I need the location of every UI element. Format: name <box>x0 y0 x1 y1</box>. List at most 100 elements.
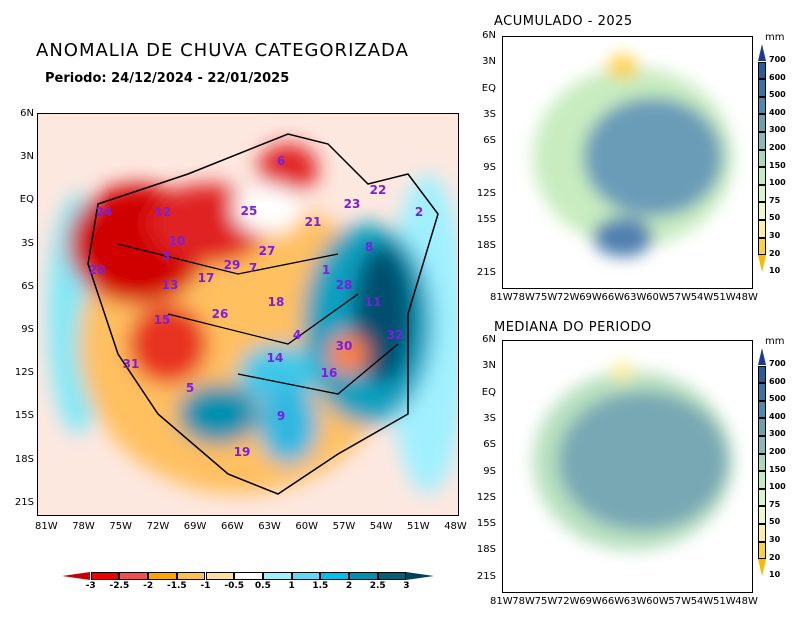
mm-colorbar-swatch <box>758 488 766 507</box>
mm-colorbar-swatch <box>758 202 766 220</box>
basin-label: 10 <box>168 234 186 248</box>
colorbar-tick: -1 <box>200 581 211 591</box>
colorbar-tick: -0.5 <box>224 581 245 591</box>
basin-label: 12 <box>154 205 172 219</box>
mm-colorbar-swatch <box>758 167 766 185</box>
lat-tick: 15S <box>14 410 34 422</box>
anomaly-field <box>38 114 458 515</box>
lat-tick: EQ <box>19 194 34 206</box>
basin-label: 11 <box>364 295 382 309</box>
acumulado-field <box>533 55 733 257</box>
basin-label: 2 <box>414 205 424 219</box>
basin-label: 25 <box>240 204 258 218</box>
mm-colorbar-swatch <box>758 383 766 401</box>
basin-label: 18 <box>267 295 285 309</box>
mm-colorbar-swatch <box>758 400 766 419</box>
lon-tick: 60W <box>646 292 669 303</box>
lat-tick: 6S <box>483 439 496 451</box>
lon-tick: 75W <box>534 292 558 303</box>
lat-tick: 12S <box>14 367 34 379</box>
basin-label: 30 <box>335 339 353 353</box>
mm-colorbar-swatch <box>758 220 766 238</box>
unit-label: mm <box>765 336 785 347</box>
colorbar-tick: -2 <box>143 581 154 591</box>
colorbar-tick: -2.5 <box>109 581 130 591</box>
mm-colorbar-swatch <box>758 237 766 256</box>
mm-tick: 75 <box>769 195 781 205</box>
lat-tick: 9S <box>483 161 496 173</box>
lon-tick: 57W <box>332 521 356 532</box>
lon-tick: 48W <box>735 596 758 607</box>
colorbar-swatch <box>119 572 149 580</box>
unit-label: mm <box>765 32 785 43</box>
lon-tick: 57W <box>668 596 692 607</box>
lon-tick: 54W <box>690 292 714 303</box>
mm-tick: 200 <box>769 143 786 152</box>
basin-label: 13 <box>161 278 179 292</box>
mediana-field <box>533 361 733 551</box>
lon-tick: 48W <box>735 292 758 303</box>
basin-label: 6 <box>276 154 286 168</box>
mm-tick: 20 <box>769 248 781 258</box>
lat-tick: 21S <box>476 266 496 278</box>
lon-tick: 75W <box>109 521 133 532</box>
lon-tick: 81W <box>490 596 513 607</box>
lat-tick: 6S <box>483 135 496 147</box>
lon-tick: 63W <box>623 596 647 607</box>
colorbar-swatch <box>205 572 235 580</box>
lat-tick: 3S <box>21 237 34 249</box>
lon-tick: 66W <box>221 521 244 532</box>
colorbar-swatch <box>320 572 349 580</box>
colorbar-swatch <box>90 572 120 580</box>
basin-label: 22 <box>369 183 387 197</box>
basin-label: 19 <box>233 445 251 459</box>
basin-label: 4 <box>292 328 302 342</box>
basin-label: 32 <box>386 328 404 342</box>
lon-tick: 51W <box>713 292 736 303</box>
lon-tick: 81W <box>35 521 58 532</box>
mm-colorbar-swatch <box>758 541 766 560</box>
lon-tick: 66W <box>601 292 625 303</box>
colorbar-swatch <box>349 572 378 580</box>
lat-tick: 6N <box>20 108 34 119</box>
lon-tick: 54W <box>369 521 393 532</box>
basin-label: 31 <box>122 357 140 371</box>
lat-tick: 9S <box>483 465 496 477</box>
lon-tick: 51W <box>713 596 736 607</box>
mm-colorbar-swatch <box>758 436 766 454</box>
lon-tick: 78W <box>512 596 535 607</box>
mm-colorbar-swatch <box>758 365 766 384</box>
lon-tick: 48W <box>444 521 467 532</box>
mm-tick: 10 <box>769 570 781 580</box>
mm-tick: 150 <box>769 464 786 474</box>
lon-tick: 69W <box>183 521 207 532</box>
mm-colorbar-swatch <box>758 348 766 365</box>
lon-tick: 54W <box>690 596 714 607</box>
lon-tick: 63W <box>258 521 281 532</box>
lon-tick: 75W <box>534 596 558 607</box>
basin-label: 8 <box>364 240 374 254</box>
mm-colorbar-swatch <box>758 132 766 150</box>
mm-colorbar-swatch <box>758 149 766 168</box>
colorbar-tick: -1.5 <box>166 581 187 591</box>
lon-tick: 63W <box>623 292 647 303</box>
colorbar-tick: 2 <box>345 581 353 591</box>
lat-tick: 12S <box>476 187 496 199</box>
lat-tick: 3S <box>483 108 496 120</box>
basin-label: 20 <box>88 263 106 277</box>
lon-tick: 60W <box>646 596 669 607</box>
mm-tick: 10 <box>769 266 781 276</box>
lat-tick: 3N <box>20 151 34 163</box>
lon-tick: 72W <box>556 596 580 607</box>
basin-label: 5 <box>185 381 195 395</box>
lat-tick: 6S <box>21 280 34 292</box>
mediana-title: MEDIANA DO PERIODO <box>494 320 652 335</box>
mm-tick: 300 <box>769 429 786 439</box>
lat-tick: 3S <box>483 412 496 424</box>
mediana-map <box>502 340 753 593</box>
mm-tick: 20 <box>769 552 781 562</box>
mm-colorbar-swatch <box>758 559 766 577</box>
basin-label: 23 <box>343 197 361 211</box>
mm-tick: 500 <box>769 90 786 100</box>
acumulado-map <box>502 36 753 289</box>
